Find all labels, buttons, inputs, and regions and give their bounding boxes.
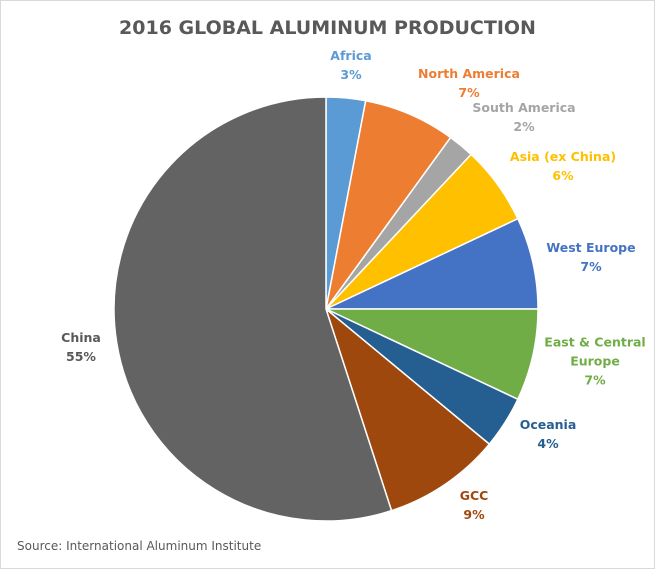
value-label: 9% — [463, 507, 485, 522]
value-label: 3% — [340, 67, 362, 82]
source-note: Source: International Aluminum Institute — [17, 539, 262, 553]
category-label: West Europe — [546, 240, 636, 255]
category-label: Oceania — [519, 417, 577, 432]
category-label: Africa — [330, 48, 372, 63]
category-label: GCC — [459, 488, 489, 503]
data-label: Oceania 4% — [508, 415, 588, 453]
data-label: West Europe 7% — [531, 238, 651, 276]
data-label: Asia (ex China) 6% — [503, 147, 623, 185]
category-label: North America — [418, 66, 520, 81]
data-label: South America 2% — [464, 98, 584, 136]
data-label: China 55% — [51, 328, 111, 366]
category-label: China — [61, 330, 101, 345]
value-label: 4% — [537, 436, 559, 451]
value-label: 2% — [513, 119, 535, 134]
pie-slice — [113, 96, 393, 522]
value-label: 7% — [584, 372, 606, 388]
category-label: East & Central Europe — [544, 334, 646, 369]
category-label: Asia (ex China) — [509, 149, 617, 164]
data-label: GCC 9% — [444, 486, 504, 524]
pie-slice — [324, 306, 491, 512]
value-label: 7% — [458, 85, 480, 100]
data-label: North America 7% — [409, 64, 529, 102]
category-label: South America — [472, 100, 576, 115]
value-label: 55% — [66, 349, 96, 364]
data-label: Africa 3% — [311, 46, 391, 84]
value-label: 6% — [552, 168, 574, 183]
value-label: 7% — [580, 259, 602, 274]
chart-title: 2016 GLOBAL ALUMINUM PRODUCTION — [119, 17, 536, 39]
data-label: East & Central Europe 7% — [540, 333, 650, 390]
